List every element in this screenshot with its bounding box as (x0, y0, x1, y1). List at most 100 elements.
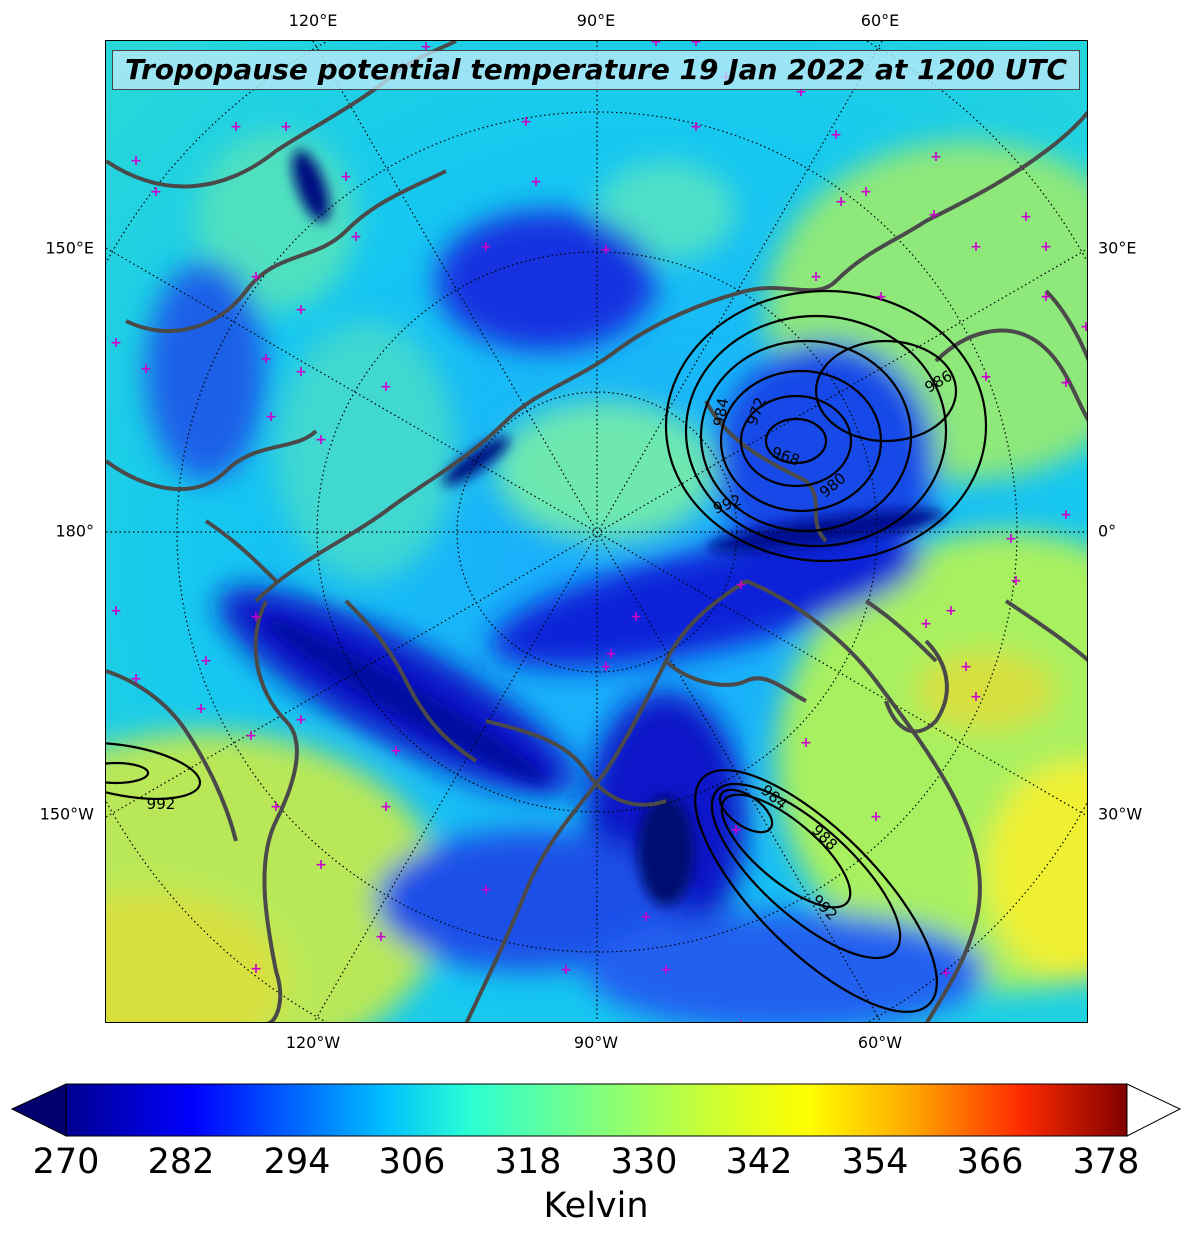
svg-text:+: + (560, 962, 572, 978)
svg-text:+: + (970, 239, 982, 255)
colorbar-gradient (65, 1083, 1128, 1137)
svg-text:+: + (870, 809, 882, 825)
contour-label: 992 (147, 795, 176, 813)
station-markers: ++ + +++ +++ +++ +++ +++ +++ +++ ++ + ++ + … (110, 41, 1088, 1023)
svg-text:+: + (690, 119, 702, 135)
colorbar-tick: 306 (378, 1142, 446, 1182)
contour-label: 984 (710, 396, 733, 427)
svg-text:+: + (150, 184, 162, 200)
svg-text:+: + (1060, 507, 1072, 523)
svg-text:+: + (830, 127, 842, 143)
svg-text:+: + (130, 671, 142, 687)
svg-text:+: + (260, 351, 272, 367)
svg-text:+: + (110, 335, 122, 351)
longitude-label-bottom: 60°W (857, 1033, 903, 1052)
svg-text:+: + (350, 229, 362, 245)
colorbar-tick: 354 (841, 1142, 909, 1182)
svg-text:+: + (1005, 531, 1017, 547)
svg-text:+: + (280, 119, 292, 135)
svg-text:+: + (605, 646, 617, 662)
svg-text:+: + (1010, 573, 1022, 589)
longitude-label-top: 120°E (288, 11, 338, 30)
svg-text:+: + (480, 239, 492, 255)
colorbar-tick: 366 (956, 1142, 1024, 1182)
svg-text:+: + (195, 701, 207, 717)
svg-text:+: + (940, 965, 952, 981)
svg-text:+: + (375, 929, 387, 945)
svg-text:+: + (380, 379, 392, 395)
map-canvas: 984 972 968 980 992 986 984 988 992 992 … (106, 41, 1088, 1023)
graticule (106, 41, 1087, 1022)
svg-text:+: + (730, 822, 742, 838)
longitude-label-right: 30°E (1098, 238, 1137, 258)
cold-cores (267, 149, 945, 906)
svg-text:+: + (630, 609, 642, 625)
colorbar-tick: 330 (610, 1142, 678, 1182)
pressure-contours (106, 289, 988, 1013)
colorbar (10, 1083, 1182, 1137)
svg-text:+: + (315, 857, 327, 873)
colorbar-extend-low (10, 1083, 67, 1137)
svg-text:+: + (340, 169, 352, 185)
svg-text:+: + (928, 207, 940, 223)
longitude-label-right: 30°W (1098, 804, 1143, 824)
svg-text:+: + (130, 153, 142, 169)
svg-text:+: + (1080, 319, 1088, 335)
svg-text:+: + (650, 41, 662, 50)
svg-text:+: + (530, 174, 542, 190)
svg-text:+: + (945, 603, 957, 619)
colorbar-tick: 342 (725, 1142, 793, 1182)
svg-text:+: + (390, 743, 402, 759)
colorbar-tick: 378 (1072, 1142, 1140, 1182)
coastlines (106, 41, 1087, 1022)
svg-text:+: + (1020, 209, 1032, 225)
svg-text:+: + (250, 269, 262, 285)
svg-text:+: + (315, 432, 327, 448)
svg-text:+: + (245, 728, 257, 744)
svg-text:+: + (140, 361, 152, 377)
longitude-label-top: 90°E (576, 11, 616, 30)
svg-text:+: + (735, 577, 747, 593)
svg-text:+: + (110, 603, 122, 619)
svg-text:+: + (520, 114, 532, 130)
svg-text:+: + (270, 799, 282, 815)
svg-text:+: + (800, 735, 812, 751)
longitude-label-left: 150°W (39, 804, 94, 824)
longitude-label-left: 180° (55, 521, 94, 541)
svg-text:+: + (1040, 239, 1052, 255)
svg-text:+: + (380, 799, 392, 815)
longitude-label-top: 60°E (860, 11, 900, 30)
svg-text:+: + (480, 882, 492, 898)
svg-text:+: + (970, 689, 982, 705)
longitude-label-bottom: 90°W (573, 1033, 619, 1052)
svg-text:+: + (795, 84, 807, 100)
svg-text:+: + (1040, 289, 1052, 305)
colorbar-extend-high (1126, 1083, 1182, 1137)
svg-text:+: + (420, 41, 432, 55)
longitude-label-right: 0° (1098, 521, 1117, 541)
colorbar-tick: 294 (263, 1142, 331, 1182)
svg-text:+: + (600, 659, 612, 675)
svg-text:+: + (230, 119, 242, 135)
colorbar-tick: 270 (32, 1142, 100, 1182)
colorbar-tick: 282 (147, 1142, 215, 1182)
svg-text:+: + (980, 369, 992, 385)
svg-text:+: + (600, 242, 612, 258)
svg-text:+: + (875, 289, 887, 305)
svg-text:+: + (265, 409, 277, 425)
svg-text:+: + (295, 302, 307, 318)
svg-text:+: + (835, 194, 847, 210)
svg-text:+: + (690, 41, 702, 50)
longitude-label-left: 150°E (45, 238, 94, 258)
longitude-label-bottom: 120°W (285, 1033, 341, 1052)
svg-text:+: + (250, 961, 262, 977)
svg-text:+: + (810, 269, 822, 285)
colorbar-tick: 318 (494, 1142, 562, 1182)
svg-text:+: + (250, 609, 262, 625)
svg-text:+: + (640, 909, 652, 925)
svg-text:+: + (735, 1017, 747, 1023)
svg-text:+: + (960, 659, 972, 675)
svg-text:+: + (660, 962, 672, 978)
svg-text:+: + (860, 184, 872, 200)
svg-text:+: + (1060, 375, 1072, 391)
